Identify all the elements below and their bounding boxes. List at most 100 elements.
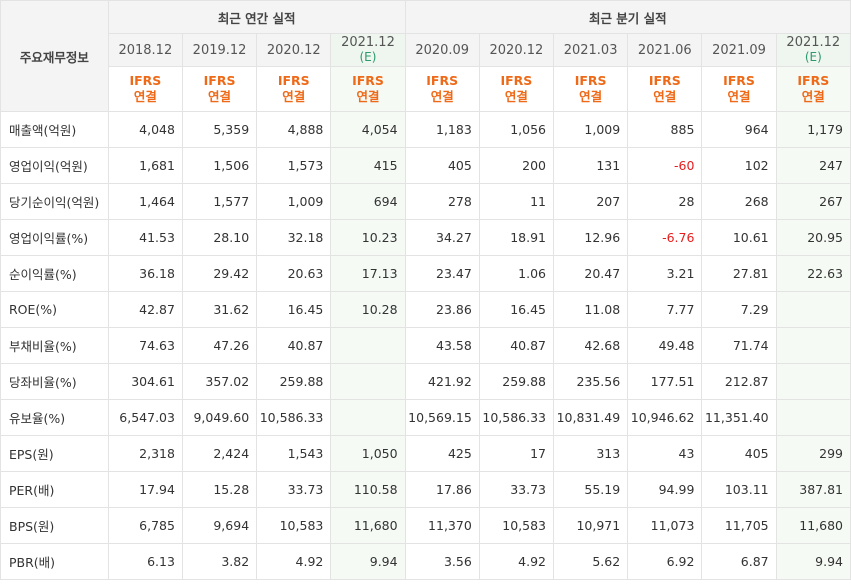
value-cell: 259.88 xyxy=(256,363,332,400)
period-date: 2021.03 xyxy=(563,42,618,58)
value-cell: 1,577 xyxy=(181,183,258,220)
value-cell: 17.94 xyxy=(107,471,183,508)
row-label: PBR(배) xyxy=(0,543,109,580)
value-cell: 11,351.40 xyxy=(701,399,777,436)
period-header: 2021.06 xyxy=(627,33,703,67)
value-cell: 421.92 xyxy=(404,363,480,400)
ifrs-label: IFRS xyxy=(648,73,681,88)
row-label: 유보율(%) xyxy=(0,399,109,436)
table-row: PBR(배) 6.13 3.82 4.92 9.94 3.56 4.92 5.62 6.92 6.… xyxy=(0,543,851,580)
value-cell: 200 xyxy=(478,147,555,184)
value-cell: 425 xyxy=(404,435,480,472)
value-cell: 4.92 xyxy=(256,543,332,580)
value-cell: 28.10 xyxy=(181,219,258,256)
value-cell: 964 xyxy=(701,111,777,148)
table-row: ROE(%) 42.87 31.62 16.45 10.28 23.86 16.45 11.0… xyxy=(0,291,851,328)
value-cell xyxy=(775,327,851,364)
value-cell: 1,050 xyxy=(330,435,406,472)
value-cell: 43.58 xyxy=(404,327,480,364)
row-label: PER(배) xyxy=(0,471,109,508)
value-cell: 6.87 xyxy=(701,543,777,580)
value-cell: 4,048 xyxy=(107,111,183,148)
value-cell: 7.77 xyxy=(627,291,703,328)
value-cell: 1,179 xyxy=(775,111,851,148)
value-cell: 259.88 xyxy=(478,363,555,400)
value-cell: 43 xyxy=(627,435,703,472)
consolidated-label: 연결 xyxy=(653,89,677,104)
value-cell: 3.56 xyxy=(404,543,480,580)
period-date: 2021.12 xyxy=(341,35,395,50)
value-cell: 34.27 xyxy=(404,219,480,256)
value-cell: 247 xyxy=(775,147,851,184)
ifrs-label: IFRS xyxy=(426,73,459,88)
value-cell: 278 xyxy=(404,183,480,220)
table-row: 당기순이익(억원) 1,464 1,577 1,009 694 278 11 207 28 268… xyxy=(0,183,851,220)
value-cell: 1,183 xyxy=(404,111,480,148)
period-date: 2018.12 xyxy=(118,42,173,58)
row-label: 부채비율(%) xyxy=(0,327,109,364)
value-cell: 7.29 xyxy=(701,291,777,328)
period-header: 2021.12 (E) xyxy=(775,33,851,67)
period-header: 2020.09 xyxy=(404,33,480,67)
row-label: ROE(%) xyxy=(0,291,109,328)
value-cell: 15.28 xyxy=(181,471,258,508)
value-cell: 10,569.15 xyxy=(404,399,480,436)
value-cell: 94.99 xyxy=(627,471,703,508)
value-cell: 4.92 xyxy=(478,543,555,580)
period-header: 2021.03 xyxy=(552,33,629,67)
consolidated-label: 연결 xyxy=(579,89,603,104)
value-cell: 16.45 xyxy=(256,291,332,328)
value-cell: 16.45 xyxy=(478,291,555,328)
ifrs-label: IFRS xyxy=(129,73,162,88)
value-cell xyxy=(775,363,851,400)
value-cell: 177.51 xyxy=(627,363,703,400)
ifrs-label: IFRS xyxy=(203,73,236,88)
value-cell: 1.06 xyxy=(478,255,555,292)
value-cell xyxy=(775,399,851,436)
accounting-basis-header: IFRS 연결 xyxy=(701,66,777,112)
value-cell: 27.81 xyxy=(701,255,777,292)
value-cell: 110.58 xyxy=(330,471,406,508)
value-cell: 49.48 xyxy=(627,327,703,364)
value-cell: 1,506 xyxy=(181,147,258,184)
value-cell: 17.13 xyxy=(330,255,406,292)
value-cell: 1,464 xyxy=(107,183,183,220)
value-cell: 17.86 xyxy=(404,471,480,508)
value-cell: 3.82 xyxy=(181,543,258,580)
value-cell: 22.63 xyxy=(775,255,851,292)
table-row: 영업이익률(%) 41.53 28.10 32.18 10.23 34.27 18.91 12… xyxy=(0,219,851,256)
value-cell: 885 xyxy=(627,111,703,148)
value-cell: 10,831.49 xyxy=(552,399,629,436)
value-cell: 11,073 xyxy=(627,507,703,544)
value-cell: 2,318 xyxy=(107,435,183,472)
accounting-basis-header: IFRS 연결 xyxy=(181,66,258,112)
value-cell: 405 xyxy=(404,147,480,184)
value-cell: 40.87 xyxy=(256,327,332,364)
consolidated-label: 연결 xyxy=(504,89,528,104)
table-row: PER(배) 17.94 15.28 33.73 110.58 17.86 33.73 55.… xyxy=(0,471,851,508)
row-label: 영업이익률(%) xyxy=(0,219,109,256)
period-date: 2021.09 xyxy=(712,42,766,58)
value-cell: 212.87 xyxy=(701,363,777,400)
accounting-basis-header: IFRS 연결 xyxy=(107,66,183,112)
value-cell: 10.23 xyxy=(330,219,406,256)
ifrs-label: IFRS xyxy=(500,73,533,88)
table-row: BPS(원) 6,785 9,694 10,583 11,680 11,370 10,583… xyxy=(0,507,851,544)
consolidated-label: 연결 xyxy=(133,89,157,104)
accounting-basis-header: IFRS 연결 xyxy=(552,66,629,112)
value-cell: 31.62 xyxy=(181,291,258,328)
value-cell: 131 xyxy=(552,147,629,184)
value-cell: 1,056 xyxy=(478,111,555,148)
value-cell: 4,888 xyxy=(256,111,332,148)
consolidated-label: 연결 xyxy=(727,89,751,104)
value-cell: 103.11 xyxy=(701,471,777,508)
period-date: 2020.12 xyxy=(489,42,544,58)
ifrs-label: IFRS xyxy=(723,73,755,88)
accounting-basis-header: IFRS 연결 xyxy=(478,66,555,112)
value-cell: -6.76 xyxy=(627,219,703,256)
value-cell: 11,680 xyxy=(775,507,851,544)
table-row: 유보율(%) 6,547.03 9,049.60 10,586.33 10,569.15… xyxy=(0,399,851,436)
value-cell: 6.13 xyxy=(107,543,183,580)
value-cell: 5,359 xyxy=(181,111,258,148)
